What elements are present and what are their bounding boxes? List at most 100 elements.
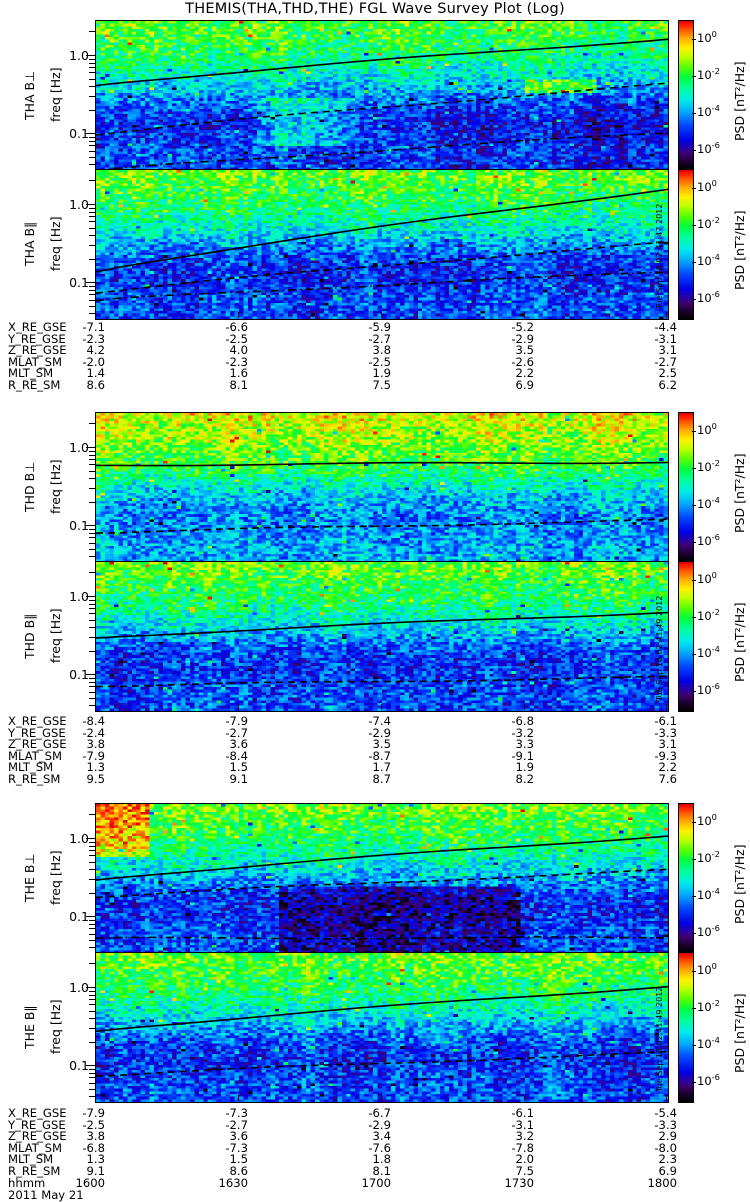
spectrogram-thd-bpara[interactable] — [95, 561, 669, 712]
ephemeris-row-label: R_RE_SM — [8, 377, 61, 392]
overlay-curve-fci — [96, 1052, 668, 1076]
y-axis-tick-label: 1.0 — [69, 589, 89, 604]
y-axis-tick-mark — [86, 916, 95, 917]
ephemeris-row: Y_RE_GSE -2.3 -2.5 -2.7 -2.9 -3.1 — [0, 331, 750, 346]
y-axis-tick-mark — [89, 995, 95, 996]
y-axis-tick-label: 0.1 — [69, 126, 89, 142]
y-axis-tick-mark — [89, 572, 95, 573]
y-axis-tick-mark — [89, 137, 95, 138]
y-axis-tick-mark — [89, 846, 95, 847]
y-axis-tick-mark — [89, 294, 95, 295]
ephemeris-value: -6.7 — [368, 1106, 391, 1120]
y-axis-tick-mark — [89, 529, 95, 530]
colorbar-tick-mark — [692, 542, 696, 543]
y-axis-tick-mark — [89, 934, 95, 935]
ephemeris-row-label: Y_RE_GSE — [8, 725, 66, 740]
y-axis-tick-mark — [89, 67, 95, 68]
ephemeris-row: X_RE_GSE -7.1 -6.6 -5.9 -5.2 -4.4 — [0, 320, 750, 334]
y-axis-tick-mark — [89, 245, 95, 246]
ephemeris-value: -6.1 — [511, 1106, 534, 1120]
spectrogram-thd-bperp[interactable] — [95, 412, 669, 563]
y-axis-tick-mark — [89, 459, 95, 460]
x-axis-tick-mark — [666, 312, 667, 318]
colorbar-tick-mark — [692, 896, 696, 897]
spectrogram-the-bperp[interactable] — [95, 803, 669, 954]
y-axis-tick-mark — [89, 313, 95, 314]
ephemeris-value: 2.2 — [658, 760, 677, 775]
y-axis-tick-mark — [86, 987, 95, 988]
ephemeris-value: 8.1 — [229, 377, 248, 392]
colorbar-tick-mark — [692, 859, 696, 860]
colorbar-title: PSD [nT²/Hz] — [732, 992, 747, 1073]
colorbar-tick-label: 10-6 — [697, 289, 720, 306]
y-axis-tick-mark — [86, 447, 95, 448]
y-axis-tick-mark — [89, 451, 95, 452]
y-axis-tick-mark — [89, 455, 95, 456]
overlay-curve-fce — [96, 189, 668, 271]
ephemeris-row-label: Y_RE_GSE — [8, 331, 66, 346]
colorbar-gradient — [679, 170, 693, 319]
y-axis-tick-mark — [89, 72, 95, 73]
ephemeris-value: 3.5 — [372, 737, 391, 752]
y-axis-tick-mark — [89, 31, 95, 32]
spectrogram-the-bpara[interactable] — [95, 952, 669, 1103]
ephemeris-row: MLAT_SM -7.9 -8.4 -8.7 -9.1 -9.3 — [0, 748, 750, 763]
ephemeris-value: 3.6 — [229, 1129, 248, 1144]
ephemeris-value: -7.9 — [82, 748, 105, 763]
ephemeris-value: -7.6 — [368, 1140, 391, 1155]
ephemeris-value: -5.4 — [654, 1106, 677, 1120]
spectrogram-tha-bpara[interactable] — [95, 169, 669, 320]
ephemeris-value: 7.5 — [372, 377, 391, 392]
x-axis-tick-mark — [95, 312, 96, 318]
y-axis-tick-mark — [89, 533, 95, 534]
x-axis-tick-mark — [524, 1095, 525, 1101]
y-axis-tick-mark — [89, 1077, 95, 1078]
colorbar-tick-mark — [692, 691, 696, 692]
y-axis-tick-mark — [89, 306, 95, 307]
ephemeris-row: R_RE_SM 8.6 8.1 7.5 6.9 6.2 — [0, 377, 750, 392]
y-axis-tick-mark — [89, 686, 95, 687]
y-axis-tick-mark — [89, 86, 95, 87]
ephemeris-value: 1.9 — [515, 760, 534, 775]
colorbar-tick-label: 10-2 — [697, 607, 720, 623]
gyrofrequency-overlay — [96, 21, 668, 170]
spectrogram-image — [96, 562, 668, 711]
page-title: THEMIS(THA,THD,THE) FGL Wave Survey Plot… — [185, 1, 565, 17]
colorbar-title: PSD [nT²/Hz] — [732, 209, 747, 290]
ephemeris-row-label: R_RE_SM — [8, 771, 61, 786]
spectrogram-tha-bperp[interactable] — [95, 20, 669, 171]
y-axis-tick-mark — [89, 1042, 95, 1043]
ephemeris-value: 1.4 — [86, 366, 105, 381]
overlay-curve-fce — [96, 613, 668, 638]
ephemeris-value: -2.5 — [82, 1117, 105, 1132]
ephemeris-row-label: X_RE_GSE — [8, 320, 67, 334]
ephemeris-value: 9.1 — [229, 771, 248, 786]
colorbar-tick-mark — [692, 262, 696, 263]
y-axis-tick-mark — [89, 637, 95, 638]
ephemeris-value: 7.5 — [515, 1163, 534, 1178]
ephemeris-value: -6.8 — [511, 714, 534, 728]
y-axis-tick-label: 1.0 — [69, 48, 89, 63]
y-axis-tick-mark — [89, 259, 95, 260]
overlay-curve-flh — [96, 937, 668, 939]
colorbar-tick-label: 10-4 — [697, 644, 720, 661]
ephemeris-value: 7.6 — [658, 771, 677, 786]
overlay-curve-fce — [96, 462, 668, 465]
ephemeris-value: 8.6 — [86, 377, 105, 392]
y-axis-tick-mark — [89, 814, 95, 815]
overlay-curve-fci — [96, 519, 668, 533]
ephemeris-value: 3.6 — [229, 737, 248, 752]
colorbar-tick-mark — [692, 431, 696, 432]
ephemeris-value: 8.6 — [229, 1163, 248, 1178]
y-axis-title: freq [Hz] — [48, 459, 63, 514]
y-axis-tick-mark — [89, 145, 95, 146]
y-axis-tick-mark — [89, 300, 95, 301]
y-axis-tick-label: 0.1 — [69, 275, 89, 291]
ephemeris-value: -2.7 — [225, 1117, 248, 1132]
colorbar — [678, 412, 694, 563]
y-axis-tick-mark — [89, 963, 95, 964]
y-axis-tick-mark — [89, 488, 95, 489]
colorbar-tick-label: 10-6 — [697, 532, 720, 549]
ephemeris-value: 4.0 — [229, 343, 248, 358]
ephemeris-row: Z_RE_GSE 3.8 3.6 3.5 3.3 3.1 — [0, 739, 750, 751]
